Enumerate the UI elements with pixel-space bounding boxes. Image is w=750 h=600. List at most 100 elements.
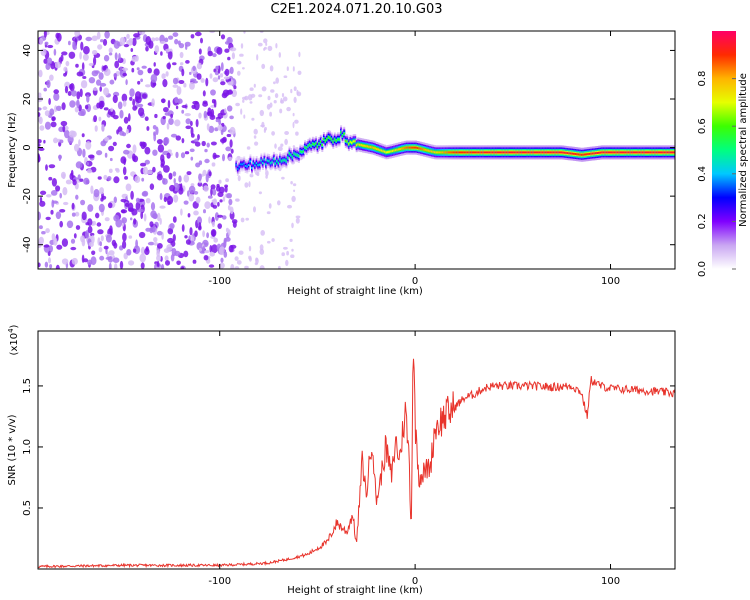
noise-speckle xyxy=(243,114,246,119)
noise-speckle xyxy=(147,241,155,246)
noise-speckle xyxy=(87,204,94,212)
ridge-segment xyxy=(566,152,569,155)
noise-speckle xyxy=(82,53,89,61)
noise-speckle xyxy=(81,62,85,71)
noise-speckle xyxy=(92,220,97,226)
ridge-segment xyxy=(463,151,466,154)
ridge-segment xyxy=(318,143,321,145)
ridge-segment xyxy=(529,151,532,154)
noise-speckle xyxy=(178,175,182,183)
ridge-segment xyxy=(427,149,430,152)
noise-speckle xyxy=(53,237,58,246)
noise-speckle xyxy=(185,118,191,125)
ridge-segment xyxy=(518,151,521,154)
ridge-segment xyxy=(260,159,263,162)
noise-speckle xyxy=(140,262,145,269)
noise-speckle xyxy=(43,58,48,64)
ridge-segment xyxy=(337,138,339,141)
noise-speckle xyxy=(60,120,68,127)
noise-speckle xyxy=(152,82,157,87)
noise-speckle xyxy=(175,105,179,110)
ridge-segment xyxy=(282,159,285,162)
noise-speckle xyxy=(292,121,295,129)
noise-speckle xyxy=(151,98,155,108)
noise-speckle xyxy=(207,107,212,115)
noise-speckle xyxy=(99,187,104,195)
noise-speckle xyxy=(163,137,170,145)
x-tick-label: -100 xyxy=(208,576,231,587)
ridge-segment xyxy=(569,152,572,155)
noise-speckle xyxy=(293,189,296,193)
noise-speckle xyxy=(82,76,87,79)
noise-speckle xyxy=(253,135,257,139)
ridge-segment xyxy=(610,151,613,154)
noise-speckle xyxy=(74,31,81,37)
ridge-segment xyxy=(471,151,474,154)
ridge-segment xyxy=(410,146,413,149)
noise-speckle xyxy=(235,198,240,202)
noise-speckle xyxy=(212,198,218,206)
noise-speckle xyxy=(44,41,49,46)
noise-speckle xyxy=(132,153,136,162)
noise-speckle xyxy=(91,250,96,256)
ridge-segment xyxy=(573,152,575,155)
noise-speckle xyxy=(69,83,73,90)
noise-speckle xyxy=(196,62,202,70)
noise-speckle xyxy=(195,119,199,128)
noise-speckle xyxy=(295,215,301,219)
noise-speckle xyxy=(59,209,66,213)
noise-speckle xyxy=(185,44,188,50)
ridge-segment xyxy=(426,149,429,152)
snr-frame xyxy=(37,330,676,570)
ridge-segment xyxy=(508,151,511,154)
noise-speckle xyxy=(191,104,196,110)
colorbar-tick-label: 0.8 xyxy=(697,71,708,87)
noise-speckle xyxy=(76,179,81,183)
noise-speckle xyxy=(144,247,150,256)
noise-speckle xyxy=(40,48,47,56)
ridge-segment xyxy=(432,150,435,153)
ridge-segment xyxy=(393,149,396,152)
ridge-segment xyxy=(652,151,655,154)
noise-speckle xyxy=(132,37,137,47)
noise-speckle xyxy=(201,140,206,147)
ridge-segment xyxy=(544,151,547,154)
noise-speckle xyxy=(213,154,220,158)
noise-speckle xyxy=(229,139,233,148)
ridge-segment xyxy=(294,153,297,156)
noise-speckle xyxy=(189,82,195,90)
noise-speckle xyxy=(228,156,233,161)
noise-speckle xyxy=(78,139,81,147)
ridge-segment xyxy=(479,151,482,154)
noise-speckle xyxy=(295,217,300,224)
noise-speckle xyxy=(161,73,166,80)
ridge-segment xyxy=(276,159,278,162)
noise-speckle xyxy=(184,113,191,117)
ridge-segment xyxy=(354,140,357,143)
noise-speckle xyxy=(204,158,210,164)
noise-speckle xyxy=(159,192,163,201)
noise-speckle xyxy=(97,176,102,180)
ridge-segment xyxy=(258,163,261,166)
ridge-segment xyxy=(527,151,530,154)
ridge-segment xyxy=(594,152,597,155)
noise-speckle xyxy=(237,175,241,182)
noise-speckle xyxy=(229,126,236,135)
noise-speckle xyxy=(137,69,144,76)
noise-speckle xyxy=(200,78,205,83)
noise-speckle xyxy=(134,175,141,183)
ridge-segment xyxy=(249,160,252,163)
noise-speckle xyxy=(123,149,130,155)
noise-speckle xyxy=(71,257,78,265)
noise-speckle xyxy=(183,82,187,88)
noise-speckle xyxy=(49,264,53,269)
ridge-segment xyxy=(360,144,363,147)
noise-speckle xyxy=(38,147,45,151)
noise-speckle xyxy=(99,241,102,247)
noise-speckle xyxy=(192,100,199,105)
noise-speckle xyxy=(156,230,163,236)
noise-speckle xyxy=(107,255,114,263)
ridge-segment xyxy=(240,163,242,166)
noise-speckle xyxy=(64,129,70,139)
ridge-segment xyxy=(388,150,391,153)
